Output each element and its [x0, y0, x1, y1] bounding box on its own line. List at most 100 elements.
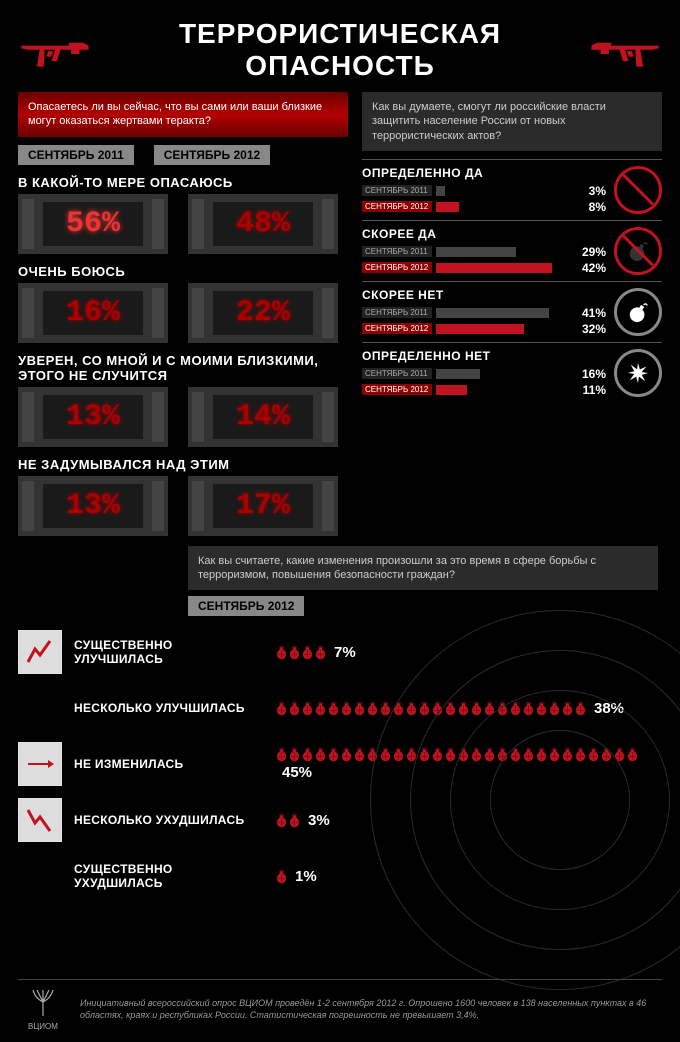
q1-displays-row: 56% 48% — [18, 194, 348, 254]
grenade-icon — [471, 747, 482, 762]
grenade-icon — [380, 701, 391, 716]
q1-item-label: В КАКОЙ-ТО МЕРЕ ОПАСАЮСЬ — [18, 175, 348, 190]
q2-bar-year: СЕНТЯБРЬ 2012 — [362, 323, 432, 334]
q3-text: Как вы считаете, какие изменения произош… — [188, 546, 658, 591]
trend-flat-icon — [18, 742, 62, 786]
lcd-value: 13% — [43, 395, 143, 439]
grenade-icon — [497, 747, 508, 762]
vciom-logo: ВЦИОМ — [18, 988, 68, 1032]
q2-bar-pct: 11% — [583, 383, 606, 397]
grenade-icon — [562, 701, 573, 716]
q2-bar-pct: 41% — [582, 306, 606, 320]
grenade-icon — [601, 747, 612, 762]
grenade-icon — [315, 747, 326, 762]
q2-bar-track — [436, 324, 574, 334]
q2-item: ОПРЕДЕЛЕННО НЕТСЕНТЯБРЬ 201116%СЕНТЯБРЬ … — [362, 342, 662, 403]
q2-item: ОПРЕДЕЛЕННО ДАСЕНТЯБРЬ 20113%СЕНТЯБРЬ 20… — [362, 159, 662, 220]
grenade-icon — [419, 747, 430, 762]
circle-icon — [614, 288, 662, 336]
question1-panel: Опасаетесь ли вы сейчас, что вы сами или… — [18, 92, 348, 536]
q3-item-label: СУЩЕСТВЕННО УХУДШИЛАСЬ — [74, 862, 264, 890]
q1-item-label: ОЧЕНЬ БОЮСЬ — [18, 264, 348, 279]
q1-year-tabs: СЕНТЯБРЬ 2011 СЕНТЯБРЬ 2012 — [18, 145, 348, 165]
grenade-icon — [341, 701, 352, 716]
grenade-icon — [276, 701, 287, 716]
grenade-icon — [432, 701, 443, 716]
grenade-icon — [393, 747, 404, 762]
grenade-icon — [458, 701, 469, 716]
q2-item: СКОРЕЕ ДАСЕНТЯБРЬ 201129%СЕНТЯБРЬ 201242… — [362, 220, 662, 281]
q2-bar-track — [436, 186, 581, 196]
grenade-icon — [276, 645, 287, 660]
q2-bar-row: СЕНТЯБРЬ 201242% — [362, 261, 606, 275]
q3-item-label: НЕСКОЛЬКО УХУДШИЛАСЬ — [74, 813, 264, 827]
q3-grenade-pictogram: 7% — [276, 644, 662, 661]
grenade-icon — [341, 747, 352, 762]
grenade-icon — [276, 813, 287, 828]
q3-row: НЕ ИЗМЕНИЛАСЬ 45% — [18, 742, 662, 786]
grenade-icon — [354, 701, 365, 716]
q1-year-2011: СЕНТЯБРЬ 2011 — [18, 145, 134, 165]
q3-pct: 38% — [594, 700, 624, 717]
q2-text: Как вы думаете, смогут ли российские вла… — [362, 92, 662, 151]
grenade-icon — [575, 701, 586, 716]
grenade-icon — [523, 701, 534, 716]
q2-item: СКОРЕЕ НЕТСЕНТЯБРЬ 201141%СЕНТЯБРЬ 20123… — [362, 281, 662, 342]
q2-bar-year: СЕНТЯБРЬ 2011 — [362, 246, 432, 257]
lcd-display: 14% — [188, 387, 338, 447]
q2-bar-fill — [436, 202, 459, 212]
lcd-display: 13% — [18, 476, 168, 536]
q3-pct: 45% — [282, 764, 312, 781]
q2-bar-year: СЕНТЯБРЬ 2011 — [362, 368, 432, 379]
grenade-icon — [484, 747, 495, 762]
q3-item-label: НЕ ИЗМЕНИЛАСЬ — [74, 757, 264, 771]
q1-item-label: УВЕРЕН, СО МНОЙ И С МОИМИ БЛИЗКИМИ, ЭТОГ… — [18, 353, 348, 383]
grenade-icon — [523, 747, 534, 762]
q1-text: Опасаетесь ли вы сейчас, что вы сами или… — [18, 92, 348, 137]
grenade-icon — [302, 701, 313, 716]
header: ТЕРРОРИСТИЧЕСКАЯ ОПАСНОСТЬ — [0, 0, 680, 92]
q2-bar-fill — [436, 308, 549, 318]
grenade-icon — [432, 747, 443, 762]
q3-grenade-pictogram: 45% — [276, 747, 662, 781]
prohibition-icon — [614, 166, 662, 214]
q3-item-label: СУЩЕСТВЕННО УЛУЧШИЛАСЬ — [74, 638, 264, 666]
lcd-display: 22% — [188, 283, 338, 343]
grenade-icon — [289, 813, 300, 828]
q1-year-2012: СЕНТЯБРЬ 2012 — [154, 145, 270, 165]
q1-displays-row: 13% 14% — [18, 387, 348, 447]
q2-item-title: СКОРЕЕ ДА — [362, 227, 606, 241]
grenade-icon — [627, 747, 638, 762]
main-title: ТЕРРОРИСТИЧЕСКАЯ ОПАСНОСТЬ — [100, 18, 580, 82]
q2-bar-fill — [436, 385, 467, 395]
circle-icon — [614, 349, 662, 397]
q2-bar-row: СЕНТЯБРЬ 201232% — [362, 322, 606, 336]
grenade-icon — [367, 701, 378, 716]
lcd-value: 48% — [213, 202, 313, 246]
q2-bar-pct: 8% — [589, 200, 606, 214]
q2-bar-row: СЕНТЯБРЬ 2012 8% — [362, 200, 606, 214]
lcd-value: 22% — [213, 291, 313, 335]
q2-bar-row: СЕНТЯБРЬ 201141% — [362, 306, 606, 320]
grenade-icon — [497, 701, 508, 716]
q3-grenade-pictogram: 1% — [276, 868, 662, 885]
lcd-display: 16% — [18, 283, 168, 343]
grenade-icon — [315, 645, 326, 660]
q3-grenade-pictogram: 3% — [276, 812, 662, 829]
q3-row: НЕСКОЛЬКО УХУДШИЛАСЬ 3% — [18, 798, 662, 842]
prohibition-icon — [614, 227, 662, 275]
lcd-display: 56% — [18, 194, 168, 254]
q2-bar-year: СЕНТЯБРЬ 2012 — [362, 201, 432, 212]
grenade-icon — [536, 701, 547, 716]
bomb-icon — [627, 301, 649, 323]
bomb-icon — [627, 179, 649, 201]
trend-up-sharp-icon — [18, 630, 62, 674]
grenade-icon — [549, 701, 560, 716]
grenade-icon — [510, 747, 521, 762]
grenade-icon — [302, 645, 313, 660]
grenade-icon — [393, 701, 404, 716]
rifle-right-icon — [590, 33, 660, 68]
question3-panel: Как вы считаете, какие изменения произош… — [0, 536, 680, 631]
grenade-icon — [445, 701, 456, 716]
q2-bar-track — [436, 308, 574, 318]
